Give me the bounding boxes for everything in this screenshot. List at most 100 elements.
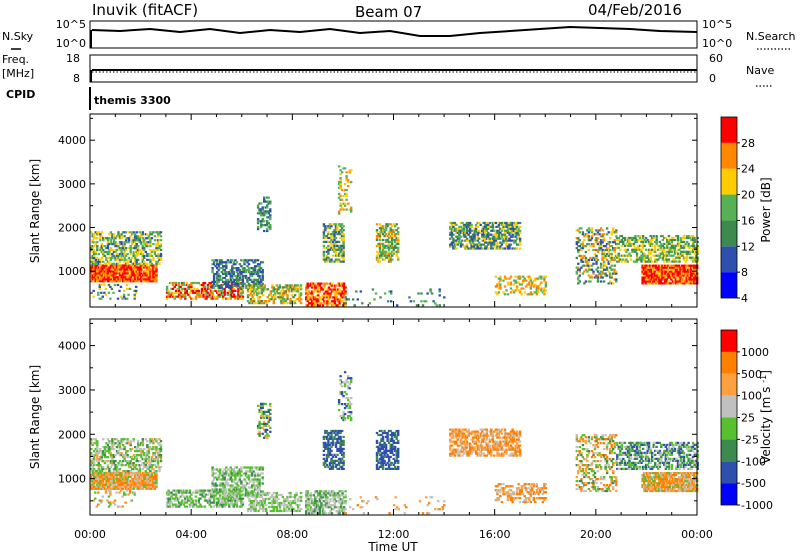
power-cell [669, 238, 672, 242]
power-cell [263, 300, 266, 303]
power-cell [649, 248, 652, 251]
power-cell [514, 225, 517, 228]
power-cell [334, 240, 338, 243]
velocity-cell [222, 495, 225, 498]
power-cell [391, 233, 394, 236]
power-cell [237, 278, 240, 281]
power-cell [255, 284, 258, 287]
power-cell [325, 254, 329, 257]
power-cell [599, 241, 603, 244]
power-cell [327, 244, 330, 247]
power-cell [249, 286, 253, 289]
power-cell [146, 233, 149, 236]
power-cell [324, 225, 327, 228]
power-cell [503, 229, 507, 232]
power-cell [685, 274, 688, 277]
power-cell [676, 272, 679, 275]
power-cell [612, 272, 615, 275]
power-cell [686, 274, 690, 277]
power-cell [150, 237, 154, 240]
power-cell [223, 289, 226, 292]
power-cell [114, 250, 117, 254]
power-cell [336, 233, 339, 236]
velocity-cell [144, 481, 147, 484]
power-cell [97, 252, 100, 256]
power-cell [632, 248, 636, 251]
power-cell [330, 296, 334, 299]
power-cell [386, 246, 389, 249]
power-cell [217, 291, 220, 294]
power-cell [502, 227, 505, 230]
power-cell [497, 287, 501, 290]
velocity-cell [126, 454, 129, 457]
velocity-cell [111, 460, 114, 463]
power-cell [339, 202, 342, 205]
velocity-cell [106, 466, 110, 469]
power-cell [673, 246, 677, 249]
velocity-cell [127, 483, 131, 486]
power-cell [619, 248, 622, 251]
power-cell [159, 256, 163, 259]
power-cell [97, 231, 100, 234]
velocity-cell [197, 501, 201, 504]
power-cell [292, 300, 295, 303]
power-cell [339, 183, 342, 186]
power-cell [515, 247, 519, 250]
velocity-cell [144, 456, 147, 459]
velocity-cell [171, 489, 175, 492]
power-cell [232, 271, 235, 274]
power-cell [653, 276, 656, 279]
power-cell [420, 292, 423, 295]
power-cell [94, 262, 97, 265]
velocity-cell [100, 460, 103, 463]
power-cell [629, 242, 633, 245]
velocity-cell [141, 468, 144, 471]
power-cell [260, 208, 263, 211]
power-cell [156, 235, 160, 238]
power-cell [634, 236, 637, 240]
power-cell [526, 275, 529, 278]
power-cell [272, 300, 275, 303]
power-cell [246, 284, 250, 287]
velocity-cell [103, 471, 107, 474]
power-cell [152, 266, 155, 269]
velocity-cell [128, 491, 132, 494]
power-cell [394, 240, 397, 243]
velocity-cell [111, 444, 114, 447]
power-cell [266, 224, 269, 227]
power-cell [339, 181, 342, 184]
power-cell [225, 297, 228, 300]
power-cell [641, 272, 644, 275]
power-cell [323, 294, 326, 297]
velocity-cell [175, 491, 178, 494]
power-cell [243, 282, 246, 285]
velocity-cell [149, 483, 152, 486]
power-cell [324, 302, 328, 305]
power-cell [688, 278, 691, 281]
power-cell [179, 297, 182, 300]
velocity-cell [105, 446, 108, 449]
velocity-cell [115, 452, 119, 455]
velocity-cell [159, 444, 163, 447]
power-cell [317, 284, 320, 287]
power-cell [138, 280, 141, 283]
power-cell [673, 250, 677, 253]
velocity-cell [223, 468, 226, 471]
velocity-cell [123, 473, 126, 476]
power-cell [257, 302, 260, 305]
power-cell [672, 254, 675, 257]
power-cell [320, 288, 323, 291]
power-cell [121, 278, 125, 281]
power-cell [231, 272, 234, 276]
power-cell [496, 241, 499, 244]
power-cell [617, 238, 620, 242]
power-cell [620, 240, 623, 243]
power-cell [284, 300, 288, 303]
power-cell [324, 290, 328, 293]
power-cell [390, 292, 393, 295]
velocity-cell [187, 491, 190, 494]
power-cell [668, 282, 672, 285]
power-cell [523, 279, 526, 282]
power-cell [458, 235, 461, 238]
power-cell [691, 240, 695, 243]
